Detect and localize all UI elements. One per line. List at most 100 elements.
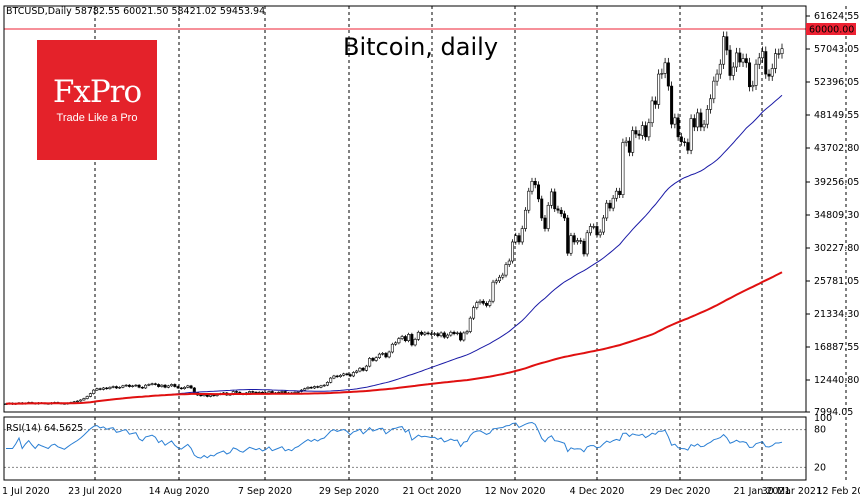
- candle-body: [335, 375, 339, 378]
- candle-body: [157, 384, 161, 387]
- candle-body: [322, 384, 326, 387]
- candle-body: [725, 36, 729, 51]
- x-tick-label: 14 Aug 2020: [149, 486, 210, 497]
- y-tick-label: 25781.05: [814, 276, 859, 287]
- candle-body: [494, 280, 498, 283]
- rsi-tick-label: 20: [814, 462, 826, 473]
- candle-body: [179, 387, 183, 390]
- y-tick-label: 7994.05: [814, 407, 853, 418]
- candle-body: [507, 260, 511, 265]
- candle-body: [767, 73, 771, 77]
- candle-body: [579, 240, 583, 242]
- candle-body: [82, 398, 86, 401]
- candle-body: [722, 36, 726, 65]
- candle-body: [153, 383, 157, 385]
- candle-body: [121, 385, 125, 388]
- candle-body: [137, 384, 141, 388]
- rsi-tick-label: 80: [814, 425, 826, 436]
- candle-body: [111, 386, 115, 388]
- candle-body: [485, 303, 489, 306]
- symbol-header: BTCUSD,Daily 58782.55 60021.50 58421.02 …: [6, 6, 265, 17]
- candle-body: [426, 332, 430, 335]
- candle-body: [95, 388, 99, 391]
- candle-body: [517, 235, 521, 243]
- y-tick-label: 34809.30: [814, 210, 859, 221]
- candle-body: [686, 142, 690, 151]
- candle-body: [394, 342, 398, 345]
- candle-body: [585, 232, 589, 255]
- candle-body: [731, 66, 735, 76]
- candle-body: [608, 202, 612, 209]
- candle-body: [556, 208, 560, 211]
- candle-body: [368, 358, 372, 367]
- candle-body: [741, 58, 745, 63]
- candle-body: [371, 358, 375, 361]
- candle-body: [303, 388, 307, 391]
- candle-body: [663, 62, 667, 74]
- candle-body: [527, 190, 531, 211]
- candle-body: [592, 226, 596, 228]
- candle-body: [345, 373, 349, 375]
- rsi-label: RSI(14) 64.5625: [6, 423, 83, 434]
- rsi-frame: [3, 416, 807, 481]
- candle-body: [390, 343, 394, 353]
- candle-body: [761, 51, 765, 59]
- candle-body: [660, 73, 664, 75]
- candle-body: [316, 386, 320, 388]
- candle-body: [689, 118, 693, 151]
- candle-body: [170, 384, 174, 387]
- x-tick-label: 21 Jan 2021: [734, 486, 791, 497]
- candle-body: [611, 197, 615, 209]
- candle-body: [530, 180, 534, 192]
- candle-body: [176, 386, 180, 389]
- candle-body: [540, 198, 544, 219]
- candle-body: [566, 217, 570, 254]
- candle-body: [634, 130, 638, 135]
- candle-body: [332, 375, 336, 379]
- candle-body: [676, 117, 680, 138]
- y-tick-label: 16887.55: [814, 342, 859, 353]
- candle-body: [429, 333, 433, 335]
- candle-body: [397, 338, 401, 344]
- rsi-tick-label: 100: [814, 413, 832, 424]
- candle-body: [183, 386, 187, 389]
- candle-body: [342, 373, 346, 376]
- candle-body: [410, 334, 414, 346]
- candle-body: [705, 109, 709, 125]
- candle-body: [449, 331, 453, 336]
- candle-body: [416, 331, 420, 340]
- candle-body: [738, 52, 742, 63]
- candle-body: [728, 49, 732, 76]
- candle-body: [631, 130, 635, 153]
- candle-body: [144, 384, 148, 389]
- candle-body: [614, 190, 618, 199]
- candle-body: [647, 122, 651, 138]
- candle-body: [770, 68, 774, 77]
- candle-body: [621, 142, 625, 196]
- candle-body: [546, 204, 550, 229]
- candle-body: [79, 399, 83, 402]
- candle-body: [88, 393, 92, 397]
- candle-body: [468, 317, 472, 332]
- candle-body: [420, 331, 424, 335]
- candle-body: [436, 333, 440, 337]
- candle-body: [105, 387, 109, 390]
- candle-body: [267, 391, 271, 394]
- candle-body: [549, 191, 553, 206]
- candle-body: [163, 384, 167, 388]
- candle-body: [108, 386, 112, 389]
- ma200-line: [5, 271, 783, 405]
- candle-body: [627, 140, 631, 153]
- candle-body: [637, 133, 641, 136]
- candle-body: [702, 123, 706, 128]
- candle-body: [696, 112, 700, 128]
- x-tick-label: 29 Sep 2020: [319, 486, 379, 497]
- candle-body: [748, 62, 752, 88]
- candle-body: [160, 384, 164, 387]
- candle-body: [381, 353, 385, 355]
- candle-body: [384, 353, 388, 358]
- candle-body: [523, 209, 527, 229]
- candle-body: [582, 240, 586, 255]
- candle-body: [173, 384, 177, 387]
- candle-body: [575, 240, 579, 243]
